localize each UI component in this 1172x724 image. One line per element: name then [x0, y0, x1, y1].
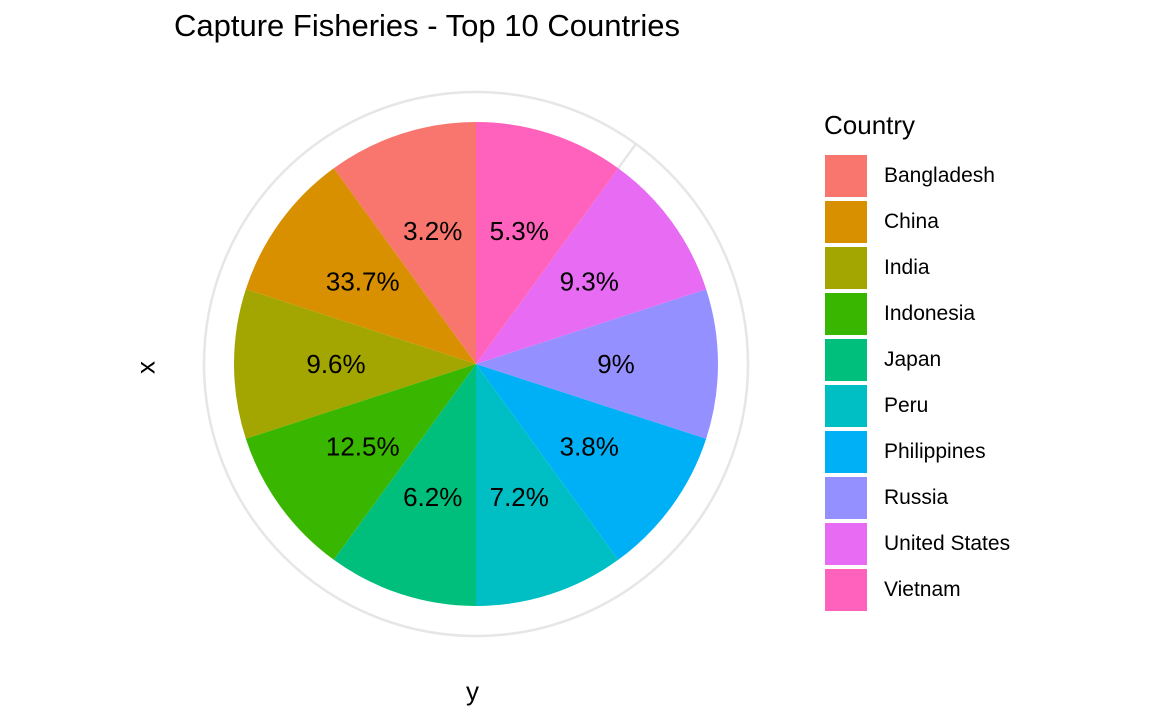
slice-percent-label: 12.5% — [326, 431, 400, 461]
legend-swatch — [824, 568, 868, 612]
slice-percent-label: 3.2% — [403, 216, 462, 246]
polar-grid-circle — [202, 90, 750, 638]
chart-title: Capture Fisheries - Top 10 Countries — [174, 8, 681, 43]
pie-slice-bangladesh — [333, 122, 476, 364]
legend-item: India — [824, 245, 1010, 291]
legend-title: Country — [824, 110, 916, 140]
slice-percent-label: 3.8% — [560, 431, 619, 461]
legend: Country Bangladesh China India Indonesia Jap… — [824, 110, 1010, 613]
pie-slice-philippines — [476, 364, 707, 560]
legend-swatch — [824, 338, 868, 382]
pie-slice-united-states — [476, 168, 707, 364]
legend-swatch — [824, 154, 868, 198]
legend-label: Vietnam — [884, 578, 961, 601]
legend-item: Indonesia — [824, 291, 1010, 337]
legend-item: Philippines — [824, 429, 1010, 475]
legend-swatch — [824, 430, 868, 474]
legend-label: India — [884, 256, 930, 279]
legend-label: United States — [884, 532, 1011, 555]
slice-percent-label: 6.2% — [403, 482, 462, 512]
legend-label: Japan — [884, 348, 942, 371]
legend-item: China — [824, 199, 1010, 245]
pie-slice-china — [245, 168, 476, 364]
legend-swatch — [824, 246, 868, 290]
legend-item: United States — [824, 521, 1010, 567]
legend-label: Indonesia — [884, 302, 976, 325]
pie-slice-peru — [476, 364, 619, 606]
legend-swatch — [824, 200, 868, 244]
pie-slice-indonesia — [245, 364, 476, 560]
slice-percent-label: 9.3% — [560, 267, 619, 297]
polar-grid-tick — [617, 143, 637, 169]
pie-slice-russia — [476, 289, 719, 439]
legend-swatch — [824, 384, 868, 428]
legend-item: Peru — [824, 383, 1010, 429]
slice-percent-label: 5.3% — [490, 216, 549, 246]
pie-slice-vietnam — [476, 122, 619, 364]
slice-percent-label: 9.6% — [306, 349, 365, 379]
legend-item: Russia — [824, 475, 1010, 521]
slice-percent-label: 33.7% — [326, 267, 400, 297]
legend-label: Philippines — [884, 440, 986, 463]
legend-label: Bangladesh — [884, 164, 995, 187]
legend-label: China — [884, 210, 939, 233]
legend-item: Bangladesh — [824, 153, 1010, 199]
y-axis-label: x — [130, 361, 161, 374]
legend-label: Russia — [884, 486, 949, 509]
legend-swatch — [824, 522, 868, 566]
slice-percent-label: 9% — [597, 349, 635, 379]
x-axis-label: y — [466, 676, 479, 706]
legend-swatch — [824, 476, 868, 520]
slice-percent-label: 7.2% — [490, 482, 549, 512]
pie-slice-india — [233, 289, 476, 439]
legend-item: Japan — [824, 337, 1010, 383]
legend-item: Vietnam — [824, 567, 1010, 613]
pie-slice-japan — [333, 364, 476, 606]
legend-label: Peru — [884, 394, 929, 417]
legend-swatch — [824, 292, 868, 336]
